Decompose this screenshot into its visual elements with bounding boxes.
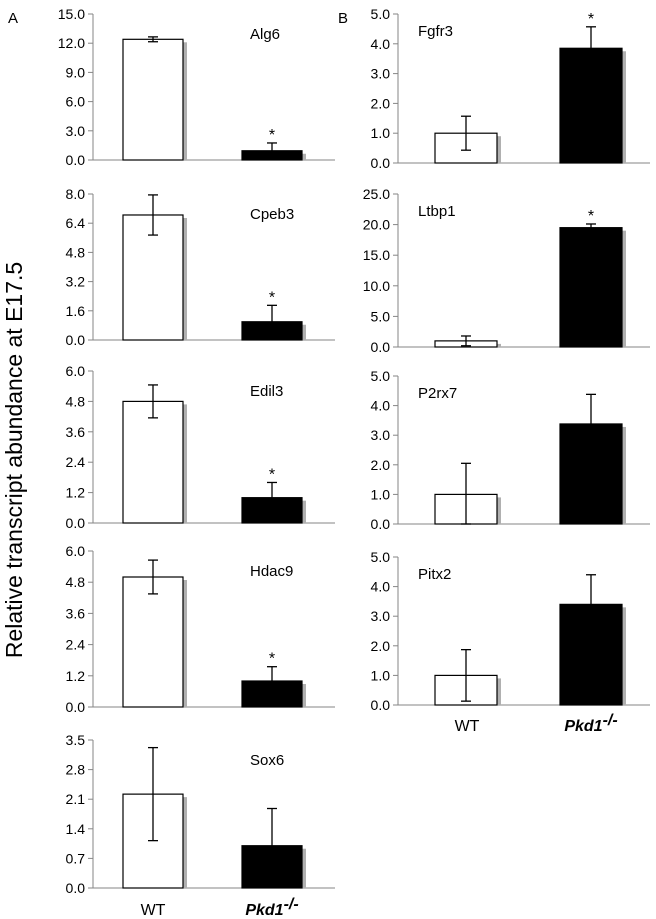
significance-asterisk: * xyxy=(269,466,275,483)
x-category-pkd1-right-name: Pkd1 xyxy=(564,718,602,735)
significance-asterisk: * xyxy=(588,11,594,28)
y-tick-label: 1.2 xyxy=(66,668,86,684)
y-tick-label: 20.0 xyxy=(363,217,390,233)
chart-panel-alg6: 0.0 3.0 6.0 9.0 12.0 15.0 * Alg6 xyxy=(58,6,335,168)
y-tick-label: 4.8 xyxy=(66,393,86,409)
chart-panel-pitx2: 0.0 1.0 2.0 3.0 4.0 5.0 Pitx2 xyxy=(371,549,650,713)
y-tick-label: 4.0 xyxy=(371,36,391,52)
x-category-wt-right: WT xyxy=(455,718,480,735)
y-tick-label: 0.0 xyxy=(66,699,86,715)
y-tick-label: 3.6 xyxy=(66,424,86,440)
gene-title-p2rx7: P2rx7 xyxy=(418,385,457,402)
chart-panel-sox6: 0.0 0.7 1.4 2.1 2.8 3.5 Sox6 xyxy=(66,732,335,896)
y-tick-label: 25.0 xyxy=(363,186,390,202)
y-tick-label: 12.0 xyxy=(58,35,85,51)
panel-label-b: B xyxy=(338,10,348,27)
y-tick-label: 0.0 xyxy=(371,697,391,713)
chart-panel-fgfr3: 0.0 1.0 2.0 3.0 4.0 5.0 * Fgfr3 xyxy=(371,6,650,171)
y-tick-label: 2.1 xyxy=(66,791,86,807)
y-tick-label: 3.0 xyxy=(371,608,391,624)
panel-label-a: A xyxy=(8,10,18,27)
y-tick-label: 5.0 xyxy=(371,6,391,22)
x-category-pkd1-left-sup: -/- xyxy=(284,896,299,913)
y-axis-label: Relative transcript abundance at E17.5 xyxy=(1,262,27,658)
x-category-wt-left: WT xyxy=(141,902,166,919)
gene-title-ltbp1: Ltbp1 xyxy=(418,203,456,220)
y-tick-label: 1.2 xyxy=(66,485,86,501)
x-category-pkd1-left-name: Pkd1 xyxy=(245,902,283,919)
y-tick-label: 2.0 xyxy=(371,457,391,473)
gene-title-sox6: Sox6 xyxy=(250,752,284,769)
y-tick-label: 0.0 xyxy=(371,516,391,532)
significance-asterisk: * xyxy=(269,651,275,668)
y-tick-label: 3.0 xyxy=(66,123,86,139)
bar-hdac9-wt xyxy=(122,576,184,708)
y-tick-label: 1.4 xyxy=(66,821,86,837)
y-tick-label: 0.0 xyxy=(371,155,391,171)
y-tick-label: 6.0 xyxy=(66,363,86,379)
y-tick-label: 0.0 xyxy=(66,332,86,348)
y-tick-label: 6.0 xyxy=(66,543,86,559)
significance-asterisk: * xyxy=(588,208,594,225)
y-tick-label: 0.0 xyxy=(66,880,86,896)
y-tick-label: 0.0 xyxy=(66,152,86,168)
x-category-pkd1-left: Pkd1-/- xyxy=(245,896,298,919)
y-tick-label: 6.4 xyxy=(66,215,86,231)
x-category-pkd1-right-sup: -/- xyxy=(603,712,618,729)
bar-p2rx7-pkd1 xyxy=(559,423,623,525)
y-tick-label: 8.0 xyxy=(66,186,86,202)
gene-title-fgfr3: Fgfr3 xyxy=(418,23,453,40)
y-tick-label: 4.8 xyxy=(66,244,86,260)
significance-asterisk: * xyxy=(269,127,275,144)
y-tick-label: 0.0 xyxy=(371,339,391,355)
gene-title-cpeb3: Cpeb3 xyxy=(250,206,294,223)
chart-panels: 0.0 3.0 6.0 9.0 12.0 15.0 * Alg6 0.0 1.6 3.2 4.8 6.4… xyxy=(58,6,650,896)
bar-alg6-wt xyxy=(122,38,184,161)
y-tick-label: 5.0 xyxy=(371,368,391,384)
y-tick-label: 0.7 xyxy=(66,850,86,866)
y-tick-label: 5.0 xyxy=(371,549,391,565)
y-tick-label: 1.0 xyxy=(371,486,391,502)
chart-panel-p2rx7: 0.0 1.0 2.0 3.0 4.0 5.0 P2rx7 xyxy=(371,368,650,532)
y-tick-label: 3.5 xyxy=(66,732,86,748)
y-tick-label: 2.4 xyxy=(66,454,86,470)
y-tick-label: 2.0 xyxy=(371,95,391,111)
gene-title-alg6: Alg6 xyxy=(250,26,280,43)
gene-title-pitx2: Pitx2 xyxy=(418,566,451,583)
chart-panel-cpeb3: 0.0 1.6 3.2 4.8 6.4 8.0 * Cpeb3 xyxy=(66,186,335,348)
chart-panel-hdac9: 0.0 1.2 2.4 3.6 4.8 6.0 * Hdac9 xyxy=(66,543,335,715)
y-tick-label: 6.0 xyxy=(66,94,86,110)
y-tick-label: 1.0 xyxy=(371,667,391,683)
y-tick-label: 0.0 xyxy=(66,515,86,531)
bar-edil3-wt xyxy=(122,400,184,524)
y-tick-label: 15.0 xyxy=(363,247,390,263)
y-tick-label: 1.0 xyxy=(371,125,391,141)
y-tick-label: 3.2 xyxy=(66,274,86,290)
y-tick-label: 1.6 xyxy=(66,303,86,319)
y-tick-label: 5.0 xyxy=(371,308,391,324)
y-tick-label: 2.0 xyxy=(371,638,391,654)
y-tick-label: 9.0 xyxy=(66,64,86,80)
bar-cpeb3-wt xyxy=(122,214,184,341)
y-tick-label: 2.4 xyxy=(66,637,86,653)
chart-panel-edil3: 0.0 1.2 2.4 3.6 4.8 6.0 * Edil3 xyxy=(66,363,335,531)
y-tick-label: 3.6 xyxy=(66,605,86,621)
y-tick-label: 4.8 xyxy=(66,574,86,590)
y-tick-label: 4.0 xyxy=(371,398,391,414)
gene-title-edil3: Edil3 xyxy=(250,383,283,400)
y-tick-label: 2.8 xyxy=(66,762,86,778)
significance-asterisk: * xyxy=(269,289,275,306)
y-tick-label: 15.0 xyxy=(58,6,85,22)
x-category-pkd1-right: Pkd1-/- xyxy=(564,712,617,735)
y-tick-label: 3.0 xyxy=(371,427,391,443)
y-tick-label: 4.0 xyxy=(371,579,391,595)
bar-ltbp1-pkd1 xyxy=(559,227,623,348)
chart-panel-ltbp1: 0.0 5.0 10.0 15.0 20.0 25.0 * Ltbp1 xyxy=(363,186,650,355)
y-tick-label: 10.0 xyxy=(363,278,390,294)
gene-title-hdac9: Hdac9 xyxy=(250,563,293,580)
y-tick-label: 3.0 xyxy=(371,66,391,82)
